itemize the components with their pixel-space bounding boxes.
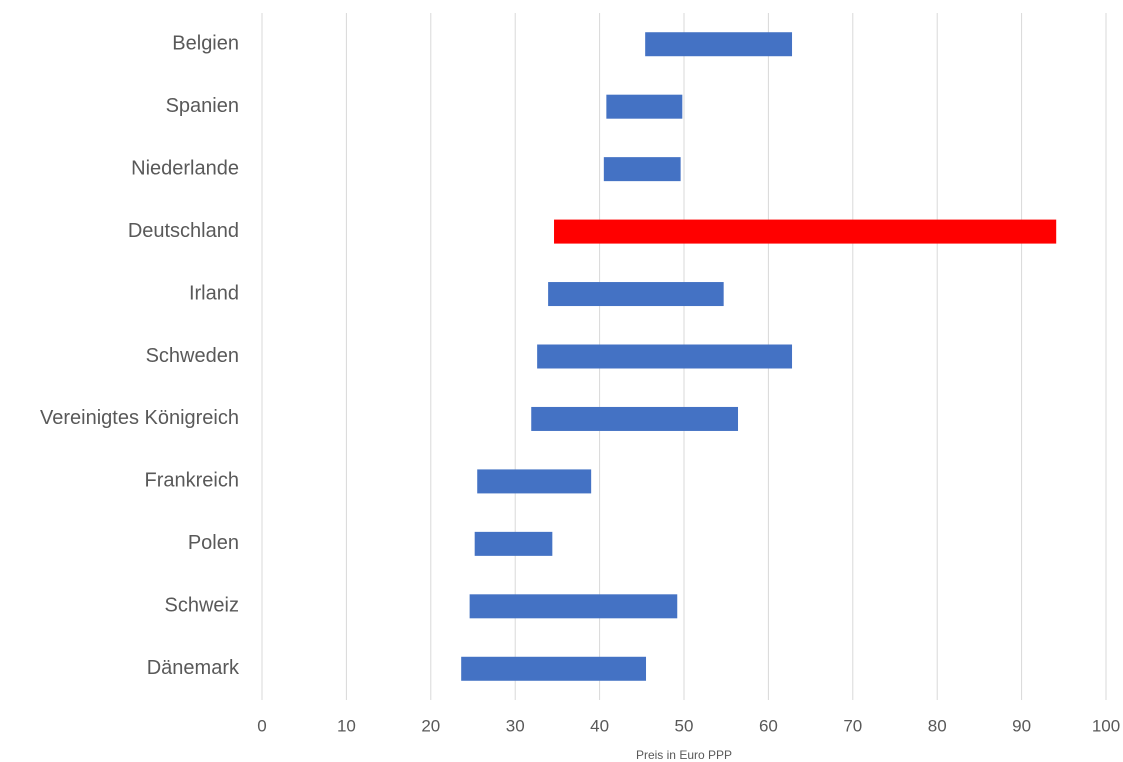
x-axis-label: Preis in Euro PPP	[636, 748, 732, 762]
y-tick-label: Irland	[189, 282, 239, 304]
y-tick-label: Schweden	[146, 345, 239, 367]
y-tick-label: Polen	[188, 532, 239, 554]
y-tick-label: Niederlande	[131, 157, 239, 179]
x-tick-label: 50	[675, 716, 694, 735]
bar	[606, 94, 683, 119]
x-tick-label: 60	[759, 716, 778, 735]
y-tick-label: Dänemark	[147, 657, 240, 679]
bar	[603, 157, 681, 182]
bar	[477, 469, 592, 494]
y-tick-label: Frankreich	[145, 470, 239, 492]
x-tick-label: 70	[843, 716, 862, 735]
bar	[474, 531, 553, 556]
y-tick-label: Spanien	[166, 95, 239, 117]
y-tick-label: Deutschland	[128, 220, 239, 242]
x-tick-label: 90	[1012, 716, 1031, 735]
bar	[531, 406, 739, 431]
y-tick-label: Belgien	[172, 33, 239, 55]
bar	[548, 282, 724, 307]
y-tick-label: Vereinigtes Königreich	[40, 407, 239, 429]
y-tick-label: Schweiz	[165, 595, 239, 617]
bar	[461, 656, 647, 681]
x-tick-label: 80	[928, 716, 947, 735]
x-tick-label: 20	[421, 716, 440, 735]
bar	[554, 219, 1057, 244]
x-tick-label: 10	[337, 716, 356, 735]
bar	[645, 32, 793, 57]
x-tick-label: 30	[506, 716, 525, 735]
bar	[537, 344, 793, 369]
x-tick-label: 100	[1092, 716, 1120, 735]
x-tick-label: 40	[590, 716, 609, 735]
bar	[469, 594, 678, 619]
x-tick-label: 0	[257, 716, 266, 735]
